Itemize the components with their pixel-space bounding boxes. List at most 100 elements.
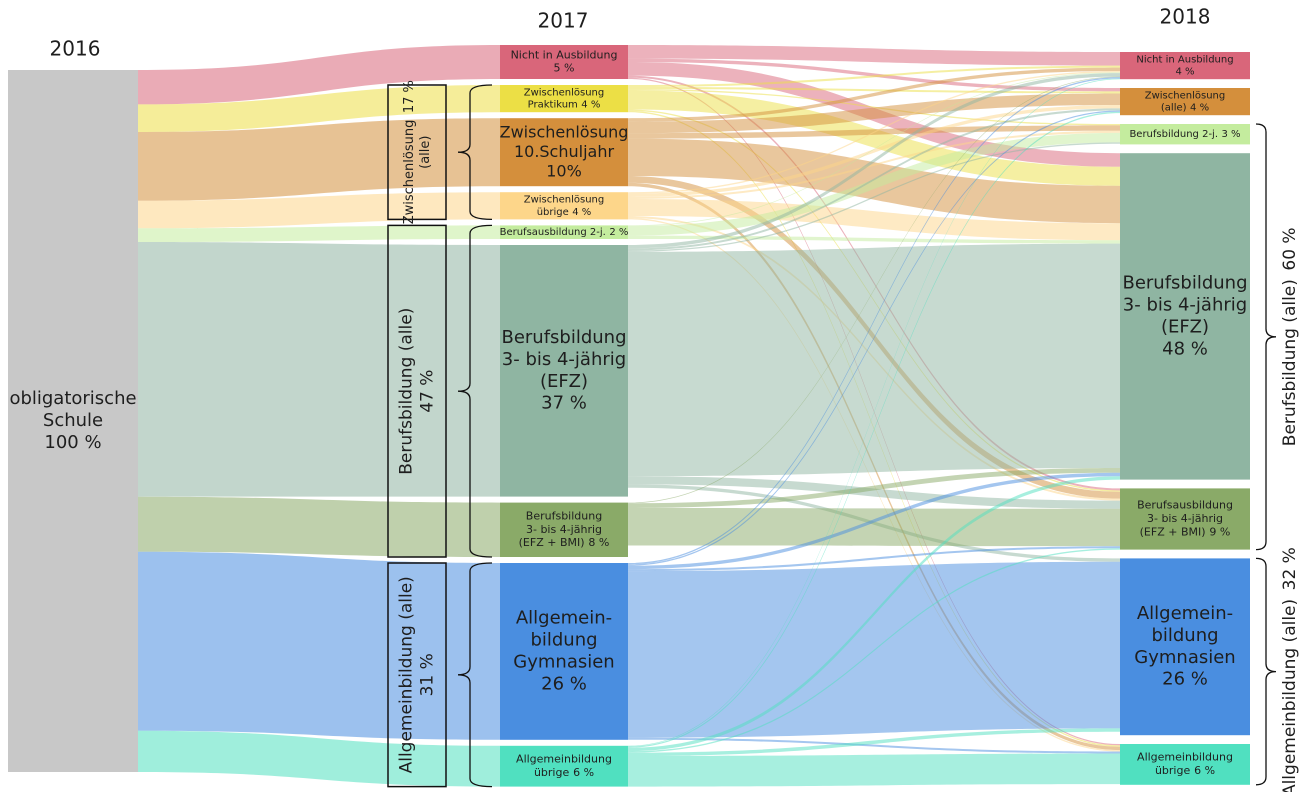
group-brace [457, 224, 493, 558]
label-line: Gymnasien [513, 651, 614, 672]
flow [138, 496, 500, 557]
flow [138, 45, 500, 105]
flow [628, 142, 1120, 252]
value-label: 9 % [1209, 525, 1230, 538]
flow [628, 132, 1120, 236]
label-line: Berufsbildung [1122, 272, 1247, 293]
label-line: Berufsbildung [501, 327, 626, 348]
flow [138, 242, 500, 497]
label-line: Allgemein- [1137, 603, 1233, 624]
column-label: 2016 [50, 37, 101, 61]
flow [628, 89, 1120, 126]
value-label: 60 % [1280, 227, 1300, 270]
value-label: 100 % [44, 432, 101, 453]
group-label: Berufsbildung (alle) 60 % [1280, 227, 1300, 446]
group-box [387, 84, 447, 221]
node-label: Berufsausbildung 2-j. 2 % [500, 227, 629, 238]
flow [138, 118, 500, 201]
label-line: Praktikum [528, 100, 578, 111]
value-label: 5 % [554, 62, 575, 75]
label-line: Berufsbildung (alle) [396, 308, 416, 475]
value-label: 4 % [1190, 103, 1209, 114]
flow [138, 730, 500, 787]
node [500, 118, 628, 187]
value-label: 47 % [418, 370, 438, 413]
label-line: obligatorische [9, 388, 136, 409]
value-label: 48 % [1162, 338, 1208, 359]
node [1120, 124, 1250, 145]
node [500, 192, 628, 220]
flow [628, 45, 1120, 66]
node-label: Berufsbildung 3- bis 4-jährig (EFZ + BMI) 8… [519, 509, 610, 549]
flow [628, 468, 1120, 509]
node [8, 70, 138, 772]
flow [628, 753, 1120, 787]
value-label: 3 % [1222, 129, 1241, 140]
flow [138, 551, 500, 740]
node-label: Zwischenlösung übrige 4 % [524, 195, 604, 218]
node-label: Berufsbildung 3- bis 4-jährig (EFZ) 37 % [501, 327, 626, 414]
node-label: Zwischenlösung Praktikum 4 % [524, 88, 604, 111]
flow [628, 110, 1120, 566]
links [138, 45, 1120, 787]
label-line: (EFZ + BMI) [519, 536, 585, 549]
label-line: 10.Schuljahr [514, 142, 615, 161]
flow [628, 728, 1120, 756]
label-line: Nicht in Ausbildung [1136, 55, 1233, 66]
flow [628, 130, 1120, 199]
flow [628, 111, 1120, 748]
group-label: Berufsbildung (alle)47 % [396, 308, 437, 475]
value-label: 17 % [401, 80, 416, 113]
flow [628, 235, 1120, 244]
flow [628, 108, 1120, 251]
flow [628, 548, 1120, 753]
value-label: 2 % [609, 227, 628, 238]
value-label: 4 % [581, 100, 600, 111]
group-brace [1255, 123, 1277, 551]
group-brace [457, 562, 493, 788]
group-box [387, 562, 447, 788]
label-line: Berufsbildung 2-j. [1129, 129, 1218, 140]
value-label: 4 % [572, 207, 591, 218]
label-line: Zwischenlösung [401, 120, 416, 225]
value-label: 8 % [588, 536, 609, 549]
label-line: übrige [537, 207, 569, 218]
node-label: Berufsausbildung 3- bis 4-jährig (EFZ + BM… [1137, 499, 1233, 539]
node [500, 563, 628, 740]
label-line: Zwischenlösung [1145, 91, 1225, 102]
label-line: Berufsausbildung 2-j. [500, 227, 606, 238]
flow [138, 225, 500, 243]
node-label: Allgemeinbildung übrige 6 % [516, 752, 612, 778]
column-label: 2017 [538, 9, 589, 33]
flow [628, 73, 1120, 249]
label-line: 3- bis 4-jährig [1147, 512, 1223, 525]
label-line: Allgemein- [516, 607, 612, 628]
flow [628, 737, 1120, 754]
value-label: 6 % [1194, 764, 1215, 777]
value-label: 31 % [418, 653, 438, 696]
flow [628, 72, 1120, 227]
node [500, 502, 628, 557]
label-line: (EFZ) [540, 371, 588, 392]
label-line: Allgemeinbildung [1137, 751, 1233, 764]
node [1120, 153, 1250, 480]
node [1120, 52, 1250, 80]
group-brace [1255, 557, 1277, 786]
label-line: 3- bis 4-jährig [502, 349, 626, 370]
label-line: Allgemeinbildung (alle) [1280, 599, 1300, 792]
node [500, 225, 628, 239]
nodes [8, 45, 1277, 788]
flow [138, 85, 500, 132]
label-line: Berufsausbildung [1137, 499, 1233, 512]
group-label: Zwischenlösung 17 % (alle) [401, 80, 432, 224]
label-line: Zwischenlösung [524, 195, 604, 206]
value-label: 10% [546, 161, 582, 180]
label-line: übrige [1155, 764, 1191, 777]
flow [628, 546, 1120, 572]
label-line: bildung [530, 629, 597, 650]
flow [628, 78, 1120, 747]
label-line: (EFZ) [1161, 316, 1209, 337]
node [1120, 558, 1250, 736]
flow [628, 508, 1120, 547]
flow [628, 58, 1120, 92]
